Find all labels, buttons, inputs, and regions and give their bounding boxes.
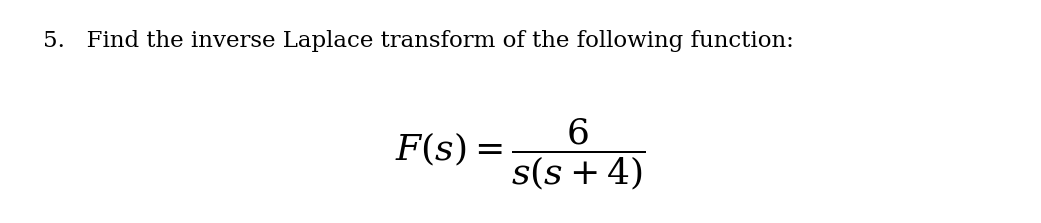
- Text: $F(s) = \dfrac{6}{s(s+4)}$: $F(s) = \dfrac{6}{s(s+4)}$: [396, 117, 645, 192]
- Text: 5.   Find the inverse Laplace transform of the following function:: 5. Find the inverse Laplace transform of…: [44, 30, 794, 52]
